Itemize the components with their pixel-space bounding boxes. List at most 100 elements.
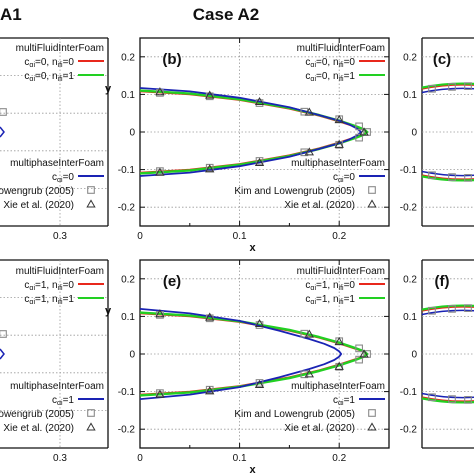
y-tick-label: 0.2: [403, 52, 417, 63]
legend-entry-label: Kim and Lowengrub (2005): [0, 409, 74, 420]
legend-entry-label: cαi=1: [333, 395, 355, 407]
data-point-triangle: [155, 87, 165, 96]
data-point-square: [428, 171, 436, 180]
data-point-triangle: [254, 157, 265, 166]
data-point-square: [448, 83, 456, 91]
x-tick-label: 0.1: [233, 231, 247, 242]
series-line-red: [421, 83, 474, 90]
y-tick-label: 0.1: [121, 90, 135, 101]
data-point-triangle: [205, 386, 215, 395]
series-line-green: [421, 175, 474, 182]
y-tick-label: -0.1: [400, 165, 418, 176]
legend-marker-square: [368, 186, 376, 194]
legend-entry-label: cαi=0, nifi=1: [305, 71, 355, 83]
series-line-green: [421, 397, 474, 404]
legend-title: multiFluidInterFoam: [16, 266, 104, 277]
series-line-blue: [139, 308, 343, 400]
data-point-square: [300, 148, 309, 157]
data-point-square: [428, 84, 436, 93]
legend-marker-square: [87, 186, 95, 194]
data-point-triangle: [304, 369, 314, 378]
legend-marker-square: [368, 409, 376, 417]
y-tick-label: 0: [129, 350, 135, 361]
x-tick-label: 0.1: [233, 453, 247, 464]
y-tick-label: 0.2: [121, 52, 135, 63]
header-left: A1: [0, 5, 22, 24]
data-point-square: [448, 305, 456, 313]
legend-entry-label: cαi=0, nifi=0: [24, 57, 74, 69]
series-line-blue: [0, 126, 5, 138]
data-point-square: [428, 393, 436, 402]
data-point-square: [448, 395, 456, 403]
data-point-triangle: [155, 309, 165, 318]
legend-marker-triangle: [86, 422, 96, 431]
panels-layer: 00.10.20.20.10-0.1-0.2xy(b)multiFluidInt…: [0, 37, 474, 474]
y-tick-label: -0.1: [118, 165, 136, 176]
legend-entry-label: cαi=0, nifi=0: [305, 57, 355, 69]
x-tick-label: 0.3: [53, 231, 67, 242]
x-tick-label: 0: [137, 453, 143, 464]
y-tick-label: -0.2: [400, 203, 418, 214]
data-point-square: [156, 89, 164, 97]
data-point-triangle: [205, 90, 215, 99]
y-tick-label: 0.2: [403, 274, 417, 285]
legend-entry-label: cαi=1, nifi=1: [305, 294, 355, 306]
legend-entry-label: cαi=1, nifi=0: [305, 280, 355, 292]
data-point-square: [205, 314, 214, 323]
legend-entry-label: Kim and Lowengrub (2005): [234, 186, 355, 197]
data-point-triangle: [254, 318, 265, 328]
legend-marker-triangle: [86, 199, 96, 208]
data-point-square: [355, 355, 363, 364]
data-point-triangle: [359, 349, 369, 358]
legend-title: multiFluidInterFoam: [297, 43, 385, 54]
y-tick-label: 0.2: [121, 274, 135, 285]
data-point-triangle: [155, 167, 165, 176]
data-point-triangle: [155, 389, 165, 398]
header-center: Case A2: [193, 5, 259, 24]
series-line-green: [421, 304, 474, 311]
legend-title: multiFluidInterFoam: [16, 43, 104, 54]
y-tick-label: 0.1: [403, 312, 417, 323]
data-point-triangle: [205, 312, 215, 321]
data-point-square: [0, 108, 7, 116]
y-tick-label: 0: [411, 350, 417, 361]
data-point-triangle: [334, 114, 344, 124]
data-point-triangle: [254, 379, 265, 388]
data-point-square: [464, 174, 472, 182]
legend-marker-triangle: [367, 422, 377, 431]
legend-entry-label: Kim and Lowengrub (2005): [234, 409, 355, 420]
x-axis-label: x: [249, 464, 256, 474]
data-point-square: [355, 133, 363, 142]
legend-entry-label: Xie et al. (2020): [3, 200, 74, 211]
series-line-green: [421, 82, 474, 89]
legend-entry-label: cαi=0, nifi=1: [24, 71, 74, 83]
x-tick-label: 0.3: [53, 453, 67, 464]
x-axis-label: x: [249, 242, 256, 254]
legend-marker-square: [87, 409, 95, 417]
data-point-square: [205, 92, 214, 101]
series-line-blue: [421, 392, 474, 399]
data-point-square: [300, 370, 309, 379]
y-tick-label: 0.1: [121, 312, 135, 323]
data-point-square: [255, 157, 264, 165]
legend-marker-triangle: [367, 199, 377, 208]
x-tick-label: 0: [137, 231, 143, 242]
legend-entry-label: cαi=0: [333, 172, 355, 184]
data-point-square: [0, 330, 7, 338]
data-point-triangle: [359, 127, 369, 136]
y-tick-label: -0.2: [118, 425, 136, 436]
data-point-triangle: [304, 329, 314, 338]
data-point-square: [355, 122, 363, 131]
y-tick-label: 0.1: [403, 90, 417, 101]
data-point-triangle: [205, 164, 215, 173]
legend-title: multiphaseInterFoam: [291, 158, 385, 169]
legend-entry-label: cαi=1: [52, 395, 74, 407]
x-tick-label: 0.2: [332, 231, 346, 242]
series-line-blue: [421, 309, 474, 316]
partial-panel-left-top: 0.3 multiFluidInterFoam cαi=0, nifi=0 cαi=0…: [0, 37, 109, 242]
legend-title: multiphaseInterFoam: [291, 381, 385, 392]
legend-entry-label: cαi=0: [52, 172, 74, 184]
panel-label: (e): [163, 273, 181, 290]
series-line-red: [421, 305, 474, 312]
